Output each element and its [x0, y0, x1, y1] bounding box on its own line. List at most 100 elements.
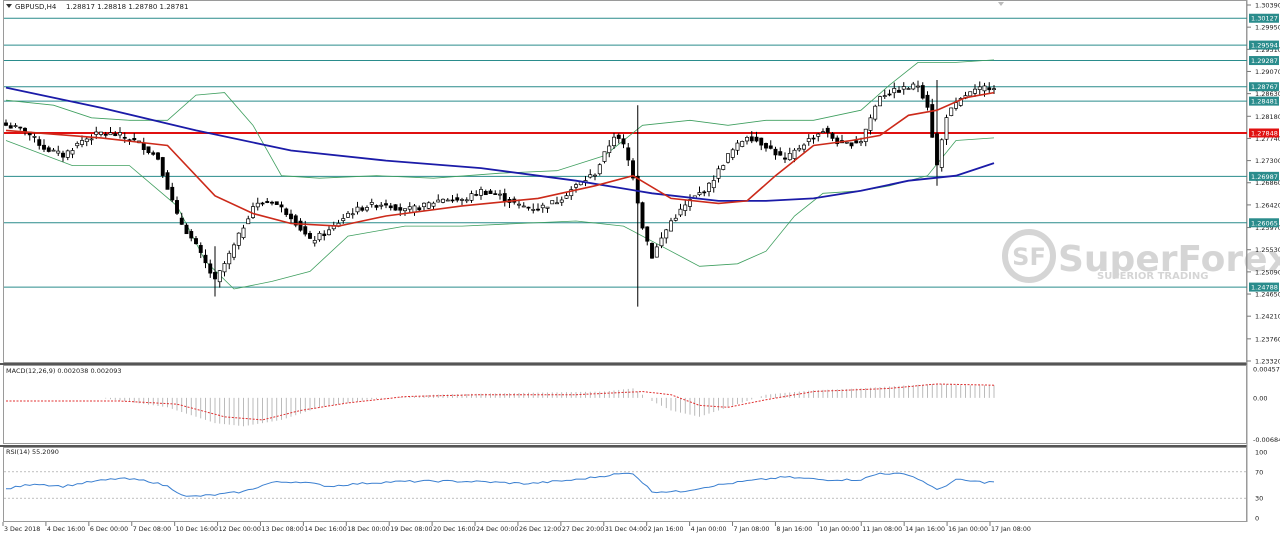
price-tick-label: 1.24650 [1255, 291, 1280, 299]
candle-body [99, 131, 103, 135]
price-tick-label: 1.26420 [1255, 201, 1280, 209]
candle-body [132, 138, 137, 141]
time-tick-label: 31 Dec 04:00 [605, 526, 647, 533]
rsi-tick-label: 70 [1255, 468, 1263, 476]
candle-body [450, 199, 455, 202]
level-tag-text: 1.28481 [1251, 98, 1278, 106]
time-tick-label: 18 Dec 00:00 [347, 526, 389, 533]
candle-body [882, 95, 887, 97]
candle-body [322, 233, 327, 237]
candle-body [740, 141, 745, 147]
candle-body [597, 164, 602, 175]
candle-body [916, 85, 920, 88]
candle-body [602, 151, 607, 162]
candle-body [654, 246, 659, 258]
candle-body [659, 237, 664, 247]
candle-body [683, 204, 688, 211]
candle-body [517, 203, 521, 206]
level-tag [1249, 218, 1279, 228]
candle-body [46, 147, 51, 152]
level-tag-text: 1.26987 [1251, 173, 1278, 181]
level-tag [1249, 82, 1279, 92]
candle-body [75, 142, 80, 147]
candle-body [260, 202, 265, 205]
candle-body [18, 126, 23, 129]
candle-body [184, 224, 189, 235]
time-tick-label: 3 Dec 2018 [4, 526, 40, 533]
candle-body [973, 88, 977, 94]
candle-body [569, 189, 574, 197]
candle-body [241, 227, 246, 238]
level-tag [1249, 13, 1279, 23]
dropdown-triangle-icon[interactable] [6, 4, 12, 8]
candle-body [830, 133, 835, 139]
candle-body [474, 194, 479, 196]
candle-body [436, 199, 441, 203]
candle-body [726, 153, 730, 163]
level-tag [1249, 96, 1279, 106]
candle-body [702, 191, 707, 194]
candle-body [911, 83, 916, 90]
time-tick-label: 26 Dec 12:00 [519, 526, 561, 533]
candle-body [346, 212, 350, 218]
level-tag-text: 1.26065 [1251, 219, 1278, 227]
rsi-tick-label: 30 [1255, 495, 1263, 503]
watermark-brand: SuperForex [1058, 239, 1280, 280]
candle-body [778, 151, 783, 156]
candle-body [887, 93, 892, 96]
rsi-line [6, 472, 995, 497]
candle-body [227, 252, 232, 265]
candle-body [849, 142, 854, 147]
candle-body [768, 145, 773, 149]
candle-body [360, 207, 365, 211]
level-tag [1249, 128, 1279, 138]
candle-body [341, 218, 346, 221]
candle-body [901, 86, 906, 90]
candle-body [498, 193, 502, 196]
candle-body [949, 107, 954, 116]
candle-body [540, 204, 545, 209]
watermark-tagline: SUPERIOR TRADING [1097, 271, 1208, 282]
candle-body [716, 168, 721, 179]
candle-body [312, 240, 317, 244]
candle-body [455, 197, 460, 201]
candle-body [431, 202, 436, 207]
candle-body [284, 208, 289, 215]
candle-body [920, 85, 925, 99]
candle-body [868, 117, 873, 131]
time-tick-label: 4 Dec 16:00 [47, 526, 85, 533]
superforex-logo: SF SuperForex SUPERIOR TRADING [1002, 229, 1280, 283]
level-tag-text: 1.27848 [1251, 129, 1278, 137]
candle-body [892, 88, 897, 94]
time-tick-label: 4 Jan 00:00 [691, 526, 727, 533]
time-tick-label: 19 Dec 08:00 [390, 526, 432, 533]
candle-body [303, 226, 308, 235]
bollinger-upper [5, 59, 995, 179]
candle-body [825, 127, 830, 133]
price-tick-label: 1.25530 [1255, 246, 1280, 254]
macd-tick-label: -0.00684 [1253, 436, 1280, 444]
price-tick-label: 1.27300 [1255, 157, 1280, 165]
ohlc-label: 1.28817 1.28818 1.28780 1.28781 [66, 3, 188, 11]
candle-body [806, 138, 811, 142]
time-tick-label: 14 Dec 16:00 [304, 526, 346, 533]
candle-body [13, 125, 18, 127]
price-tick-label: 1.27740 [1255, 135, 1280, 143]
candle-body [593, 174, 597, 177]
candle-body [37, 139, 42, 146]
candle-body [118, 132, 122, 136]
level-tag-text: 1.28767 [1251, 83, 1278, 91]
candle-body [279, 204, 284, 208]
price-tick-label: 1.24210 [1255, 313, 1280, 321]
price-tick-label: 1.23760 [1255, 335, 1280, 343]
candle-body [122, 136, 127, 139]
candle-body [374, 205, 379, 208]
level-tag-text: 1.24788 [1251, 284, 1278, 292]
level-tag [1249, 40, 1279, 50]
candle-body [403, 208, 407, 212]
candle-body [393, 204, 398, 211]
candle-body [398, 207, 403, 211]
candle-body [317, 232, 322, 241]
